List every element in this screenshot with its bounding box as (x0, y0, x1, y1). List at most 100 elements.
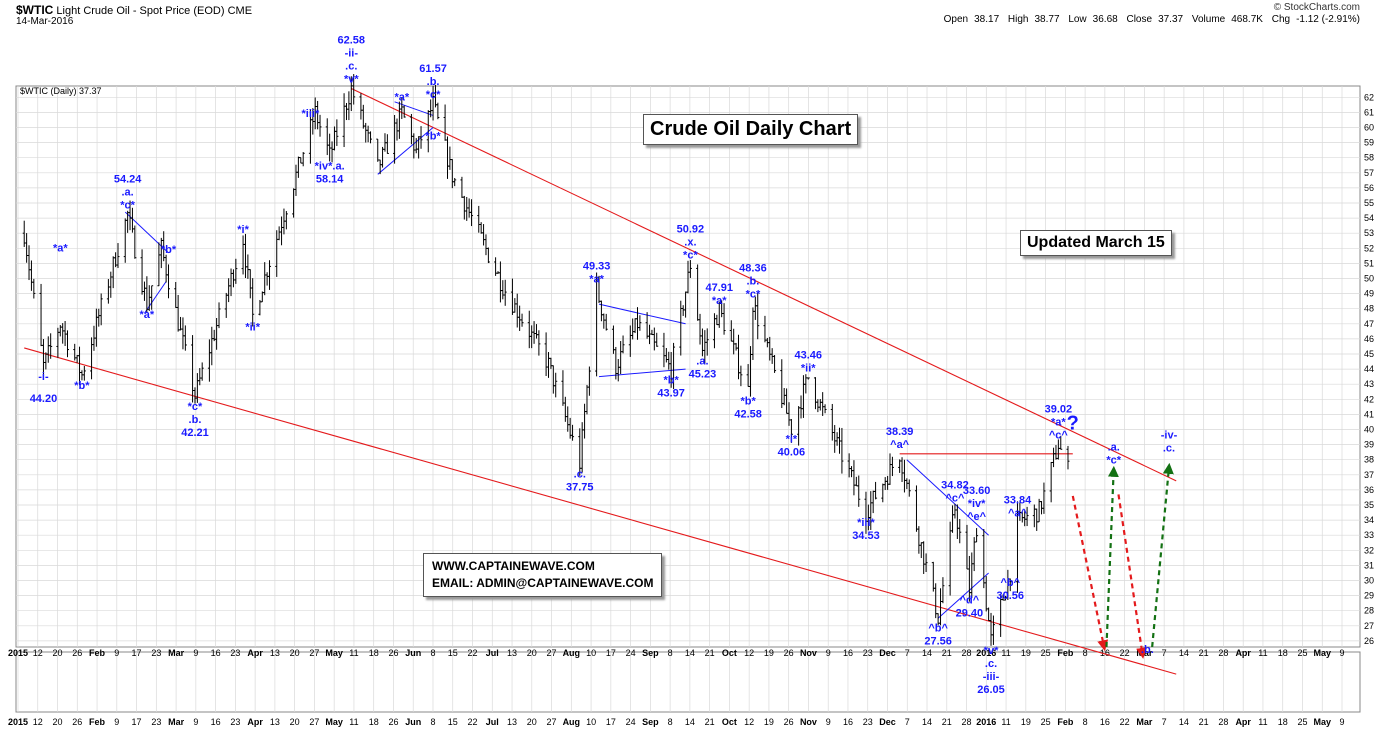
y-tick-label: 47 (1364, 319, 1374, 329)
wave-label: *c* (188, 401, 203, 413)
x-tick-label-bottom: 11 (1001, 717, 1010, 727)
wave-label: ^d^ (960, 595, 980, 607)
x-tick-label: 19 (764, 648, 774, 658)
x-tick-label: 14 (1179, 648, 1189, 658)
wave-label: *c* (426, 89, 441, 101)
x-tick-label-bottom: Aug (563, 717, 581, 727)
wave-label: 44.20 (30, 393, 58, 405)
copyright: © StockCharts.com (1273, 2, 1360, 13)
wave-label: 43.46 (794, 349, 822, 361)
x-tick-label: 16 (843, 648, 853, 658)
wave-label: .b. (747, 275, 760, 287)
y-tick-label: 32 (1364, 545, 1374, 555)
x-tick-label-bottom: 21 (705, 717, 715, 727)
x-tick-label: 22 (467, 648, 477, 658)
y-tick-label: 55 (1364, 198, 1374, 208)
x-tick-label-bottom: 21 (1199, 717, 1209, 727)
x-tick-label: Apr (1235, 648, 1251, 658)
x-tick-label: 14 (922, 648, 932, 658)
projection-arrow-down (1071, 495, 1109, 652)
y-tick-label: 31 (1364, 560, 1374, 570)
wave-label: 43.97 (657, 388, 685, 400)
triangle-lower-line (144, 281, 167, 314)
x-tick-label: 14 (685, 648, 695, 658)
x-tick-label-bottom: 22 (467, 717, 477, 727)
x-tick-label-bottom: 10 (586, 717, 596, 727)
wave-label: *v* (344, 74, 359, 86)
x-tick-label-bottom: 16 (843, 717, 853, 727)
triangle-upper-line (598, 303, 686, 325)
wave-label: 34.82 (941, 480, 969, 492)
y-tick-label: 54 (1364, 213, 1374, 223)
x-tick-label-bottom: 21 (942, 717, 952, 727)
x-tick-label-bottom: 8 (1083, 717, 1088, 727)
x-tick-label: 23 (230, 648, 240, 658)
x-tick-label-bottom: 24 (626, 717, 636, 727)
x-tick-label: 2015 (8, 648, 28, 658)
x-tick-label-bottom: 23 (230, 717, 240, 727)
x-tick-label: 7 (905, 648, 910, 658)
lower-panel-frame (15, 651, 1361, 713)
x-tick-label-bottom: 12 (744, 717, 754, 727)
x-tick-label: 9 (193, 648, 198, 658)
x-tick-label-bottom: Feb (89, 717, 106, 727)
wave-label: *v* (984, 645, 999, 657)
x-tick-label-bottom: 19 (764, 717, 774, 727)
y-tick-label: 34 (1364, 515, 1374, 525)
x-tick-label: 28 (962, 648, 972, 658)
chart-date: 14-Mar-2016 (16, 16, 74, 27)
y-tick-label: 56 (1364, 183, 1374, 193)
wave-label: 45.23 (689, 369, 717, 381)
x-tick-label: 18 (369, 648, 379, 658)
x-tick-label: 21 (942, 648, 952, 658)
x-tick-label: 26 (72, 648, 82, 658)
x-tick-label: 26 (784, 648, 794, 658)
x-tick-label-bottom: Oct (722, 717, 737, 727)
y-tick-label: 38 (1364, 455, 1374, 465)
x-tick-label-bottom: 17 (132, 717, 142, 727)
x-tick-label: 12 (33, 648, 43, 658)
open-value: 38.17 (974, 14, 1000, 25)
x-tick-label: Jul (486, 648, 499, 658)
y-tick-label: 44 (1364, 364, 1374, 374)
wave-label: .a. (1108, 442, 1120, 454)
x-tick-label-bottom: 2015 (8, 717, 28, 727)
wave-label: *a* (53, 242, 68, 254)
channel-lower-line (24, 347, 1177, 675)
x-tick-label-bottom: 8 (668, 717, 673, 727)
x-tick-label-bottom: 14 (685, 717, 695, 727)
y-tick-label: 52 (1364, 243, 1374, 253)
x-tick-label: 11 (1001, 648, 1010, 658)
chg-label: Chg (1271, 14, 1291, 25)
y-tick-label: 27 (1364, 621, 1374, 631)
x-tick-label: Sep (642, 648, 659, 658)
x-tick-label: 22 (1120, 648, 1130, 658)
x-tick-label: 20 (290, 648, 300, 658)
contact-box: WWW.CAPTAINEWAVE.COM EMAIL: ADMIN@CAPTAI… (423, 553, 663, 597)
volume-value: 468.7K (1231, 14, 1263, 25)
x-tick-label-bottom: 16 (211, 717, 221, 727)
y-tick-label: 36 (1364, 485, 1374, 495)
x-tick-label: 9 (1339, 648, 1344, 658)
y-tick-label: 51 (1364, 258, 1374, 268)
wave-label: ^b^ (1000, 577, 1020, 589)
wave-label: .c. (1163, 443, 1175, 455)
high-label: High (1007, 14, 1029, 25)
wave-label: 50.92 (677, 224, 705, 236)
x-tick-label: 10 (586, 648, 596, 658)
x-tick-label: Aug (563, 648, 581, 658)
updated-box: Updated March 15 (1020, 230, 1172, 256)
x-tick-label-bottom: 14 (1179, 717, 1189, 727)
chg-value: -1.12 (-2.91%) (1296, 14, 1360, 25)
low-label: Low (1068, 14, 1087, 25)
wave-label: *c* (1106, 455, 1121, 467)
y-tick-label: 29 (1364, 591, 1374, 601)
wave-label: *i* (786, 434, 798, 446)
wave-label: 61.57 (419, 63, 447, 75)
x-tick-label: 9 (826, 648, 831, 658)
x-tick-label: 2016 (976, 648, 996, 658)
x-tick-label: 8 (668, 648, 673, 658)
low-value: 36.68 (1092, 14, 1118, 25)
x-tick-label-bottom: 11 (349, 717, 358, 727)
